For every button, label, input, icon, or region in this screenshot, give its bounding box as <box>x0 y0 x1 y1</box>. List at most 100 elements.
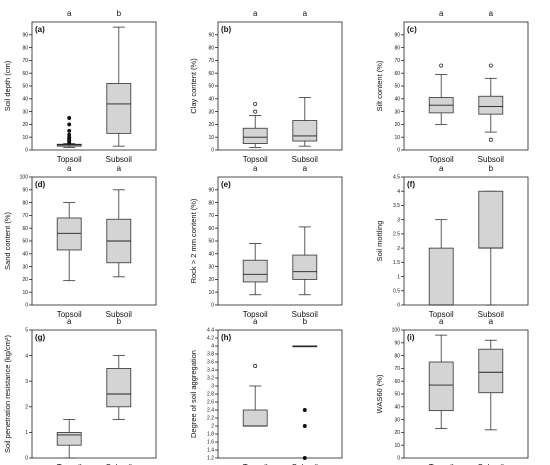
iqr-box <box>428 247 454 306</box>
y-axis-label: Clay content (%) <box>189 58 198 114</box>
y-tick-label: 20 <box>22 122 28 128</box>
category-label: Subsoil <box>106 463 132 465</box>
y-tick-label: 100 <box>20 175 29 181</box>
panel-b: 0 10 20 30 40 50 60 70 80 90 Clay content (%) (b) To… <box>189 9 343 164</box>
y-tick-label: 0 <box>397 148 400 154</box>
box-topsoil <box>56 116 82 148</box>
significance-letter: a <box>117 164 122 173</box>
y-tick-label: 50 <box>394 392 400 398</box>
iqr-box <box>478 348 504 394</box>
outlier-point <box>67 128 72 133</box>
iqr-box <box>56 217 82 251</box>
panel-label: (d) <box>35 180 46 189</box>
y-tick-label: 80 <box>394 45 400 51</box>
category-label: Subsoil <box>478 463 504 465</box>
y-tick-label: 4.4 <box>207 328 214 334</box>
y-tick-label: 20 <box>394 122 400 128</box>
y-tick-label: 70 <box>22 213 28 219</box>
y-tick-label: 1.6 <box>207 440 214 446</box>
iqr-box <box>242 127 268 145</box>
y-tick-label: 0 <box>25 456 28 462</box>
outlier-point <box>67 116 72 120</box>
y-tick-label: 20 <box>22 277 28 283</box>
significance-letter: a <box>439 164 444 173</box>
significance-letter: a <box>303 164 308 173</box>
plot-frame <box>31 176 157 306</box>
box-subsoil <box>292 226 318 296</box>
category-label: Topsoil <box>57 155 82 164</box>
y-tick-label: 60 <box>22 226 28 232</box>
iqr-box <box>478 95 504 115</box>
y-tick-label: 3.4 <box>207 368 214 374</box>
box-topsoil <box>428 219 454 306</box>
y-tick-label: 10 <box>394 135 400 141</box>
y-tick-label: 0 <box>211 303 214 309</box>
plot-frame <box>217 21 343 151</box>
plot-frame <box>217 329 343 459</box>
category-label: Topsoil <box>429 155 454 164</box>
y-tick-label: 40 <box>208 97 214 103</box>
y-tick-label: 90 <box>394 33 400 39</box>
y-tick-label: 0 <box>397 303 400 309</box>
y-tick-label: 3 <box>211 384 214 390</box>
significance-letter: b <box>489 164 494 173</box>
y-axis-label: Rock > 2 mm content (%) <box>189 198 198 283</box>
y-tick-label: 5 <box>25 328 28 334</box>
y-tick-label: 3 <box>397 217 400 223</box>
y-tick-label: 2 <box>211 424 214 430</box>
y-tick-label: 90 <box>208 33 214 39</box>
outlier-point <box>253 364 258 368</box>
iqr-box <box>292 120 318 142</box>
y-tick-label: 90 <box>22 188 28 194</box>
significance-letter: a <box>253 9 258 18</box>
y-tick-label: 10 <box>22 135 28 141</box>
y-tick-label: 4 <box>25 353 28 359</box>
category-label: Topsoil <box>429 463 454 465</box>
y-tick-label: 1.8 <box>207 432 214 438</box>
significance-letter: b <box>117 9 122 18</box>
y-tick-label: 1.4 <box>207 448 214 454</box>
y-tick-label: 50 <box>208 84 214 90</box>
category-label: Topsoil <box>57 310 82 319</box>
y-tick-label: 3.8 <box>207 352 214 358</box>
y-tick-label: 2.4 <box>207 408 214 414</box>
y-tick-label: 50 <box>208 239 214 245</box>
significance-letter: a <box>439 317 444 326</box>
panel-a: 0 10 20 30 40 50 60 70 80 90 Soil depth (cm) (a) Top… <box>3 9 157 164</box>
significance-letter: a <box>303 9 308 18</box>
y-tick-label: 70 <box>208 213 214 219</box>
y-axis-label: Degree of soil aggregation <box>189 350 198 438</box>
y-tick-label: 80 <box>394 353 400 359</box>
category-label: Topsoil <box>243 155 268 164</box>
y-tick-label: 2 <box>25 405 28 411</box>
panel-i: 0 10 20 30 40 50 60 70 80 90 100 WAS60 (%) (i) Topsoi… <box>375 317 529 465</box>
y-tick-label: 80 <box>208 200 214 206</box>
panel-label: (a) <box>35 25 45 34</box>
outlier-point <box>488 137 493 142</box>
plot-frame <box>217 176 343 306</box>
y-tick-label: 50 <box>22 84 28 90</box>
y-tick-label: 4.5 <box>393 175 400 181</box>
panel-h: 1.2 1.4 1.6 1.8 2 2.2 2.4 2.6 2.8 3 3.2 3.4 3.6 3.8 4 4… <box>189 317 343 465</box>
y-tick-label: 50 <box>22 239 28 245</box>
panel-label: (e) <box>221 180 231 189</box>
iqr-box <box>478 190 504 249</box>
y-tick-label: 0 <box>25 303 28 309</box>
box-topsoil <box>428 334 454 429</box>
y-tick-label: 10 <box>208 135 214 141</box>
y-tick-label: 2.5 <box>393 232 400 238</box>
box-topsoil <box>56 202 82 282</box>
iqr-box <box>106 367 132 408</box>
box-topsoil <box>242 364 268 427</box>
category-label: Subsoil <box>106 155 132 164</box>
y-tick-label: 20 <box>394 430 400 436</box>
y-tick-label: 3.5 <box>393 203 400 209</box>
panel-d: 0 10 20 30 40 50 60 70 80 90 100 Sand content (%) (d… <box>3 164 157 319</box>
y-tick-label: 60 <box>208 226 214 232</box>
iqr-box <box>56 431 82 446</box>
significance-letter: a <box>439 9 444 18</box>
box-subsoil <box>478 190 504 306</box>
outlier-point <box>439 63 444 68</box>
y-tick-label: 3.2 <box>207 376 214 382</box>
